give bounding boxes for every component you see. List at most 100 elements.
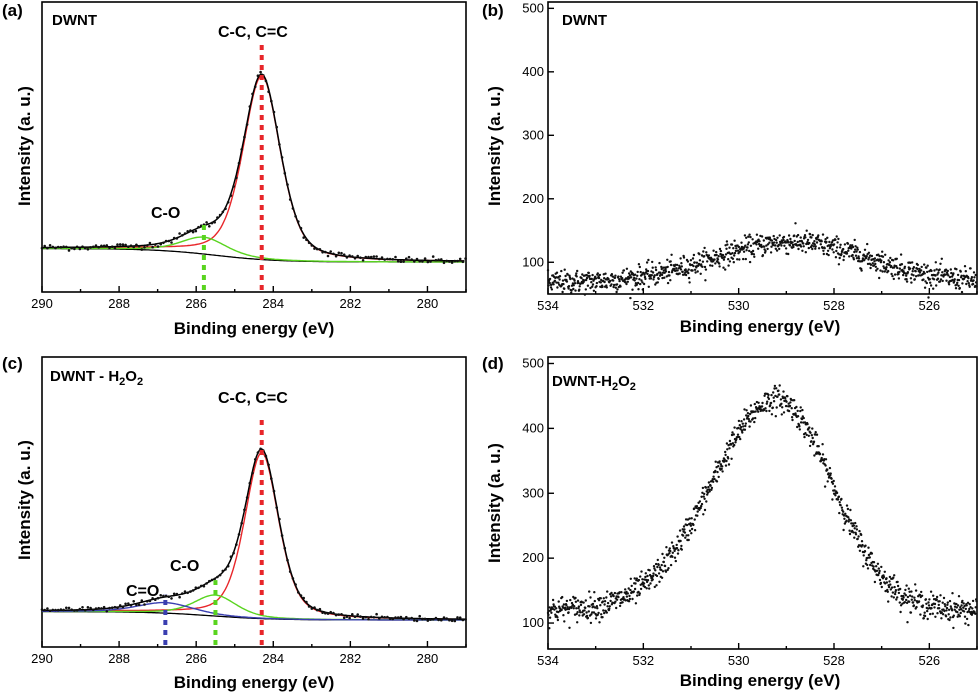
data-point-c [253,458,257,461]
data-point-b [851,245,855,249]
data-point-b [819,243,822,246]
data-point-c [191,589,195,592]
data-point-d [584,606,587,610]
data-point-a [218,213,222,217]
data-point-d [671,551,674,554]
data-point-d [672,545,675,548]
data-point-b [569,277,572,281]
data-point-a [283,171,287,175]
data-point-b [746,243,750,246]
data-point-d [711,478,714,481]
data-point-b [640,279,643,282]
data-point-d [637,578,641,582]
data-point-b [898,270,901,274]
data-point-d [909,611,913,614]
data-point-a [56,245,60,249]
data-point-b [641,281,644,284]
data-point-d [731,442,735,445]
data-point-c [137,603,141,607]
data-point-d [591,611,594,614]
data-point-b [605,284,608,287]
x-axis-title-d: Binding energy (eV) [680,671,841,690]
data-point-b [627,272,631,275]
data-point-a [407,255,411,259]
data-point-c [264,454,268,458]
x-tick-label-b-4: 526 [918,298,940,313]
data-point-d [615,606,618,610]
data-point-c [423,617,427,621]
data-point-b [714,262,717,265]
data-point-d [913,596,916,599]
data-point-a [54,246,57,250]
data-point-c [245,496,249,499]
data-point-b [679,268,683,271]
data-point-d [606,590,609,593]
data-point-c [326,612,330,615]
data-point-b [651,266,654,269]
data-point-d [878,571,881,575]
data-point-b [589,286,592,290]
data-point-c [315,608,319,612]
panel-a: (a) DWNT C-C, C=C C-O 290 288 286 284 282 280… [2,1,467,338]
data-point-d [884,589,887,593]
data-point-b [852,258,856,261]
data-point-d [893,585,896,589]
data-point-d [863,550,867,553]
data-point-c [388,617,392,620]
data-point-b [890,272,893,276]
data-point-d [689,524,693,527]
data-point-b [746,246,749,249]
data-point-d [612,594,615,598]
data-point-d [588,605,591,608]
x-tick-label-c-1: 288 [108,651,130,666]
data-point-c [54,608,57,612]
data-point-b [804,251,807,254]
data-point-d [769,401,773,405]
data-point-d [660,563,663,567]
data-point-b [831,248,834,251]
data-point-c [318,607,322,611]
data-point-c [216,575,219,579]
data-point-d [926,617,929,621]
data-point-d [739,425,743,429]
data-point-b [920,269,923,272]
data-point-d [827,472,830,475]
data-point-d [744,422,747,425]
data-point-c [218,573,222,577]
data-point-d [578,609,581,612]
data-point-c [278,517,281,521]
data-point-d [870,552,874,555]
data-point-d [728,447,731,450]
data-point-b [813,243,816,246]
data-point-a [92,245,95,249]
data-point-b [595,281,599,285]
data-point-d [953,608,956,611]
data-point-d [885,577,888,580]
data-point-d [615,598,619,601]
data-point-b [698,259,702,262]
data-point-a [145,244,149,247]
data-point-b [836,241,839,244]
data-point-c [332,611,335,615]
data-point-c [364,615,368,619]
data-point-d [836,498,840,501]
data-point-d [775,406,778,409]
y-tick-label-b-4: 500 [522,0,544,15]
data-point-d [959,608,963,611]
data-point-b [787,234,791,237]
data-point-d [944,605,947,608]
data-point-d [932,598,936,601]
data-point-d [675,547,679,550]
data-point-d [641,578,644,581]
data-point-d [749,420,752,423]
data-point-d [767,397,771,401]
sample-label-d: DWNT-H2O2 [552,373,636,393]
data-point-d [799,409,802,413]
data-point-d [914,583,917,586]
data-point-a [434,258,438,262]
data-point-d [662,560,665,564]
data-point-b [857,255,860,258]
data-point-d [915,605,918,609]
data-point-b [803,234,807,237]
data-point-d [860,533,863,537]
